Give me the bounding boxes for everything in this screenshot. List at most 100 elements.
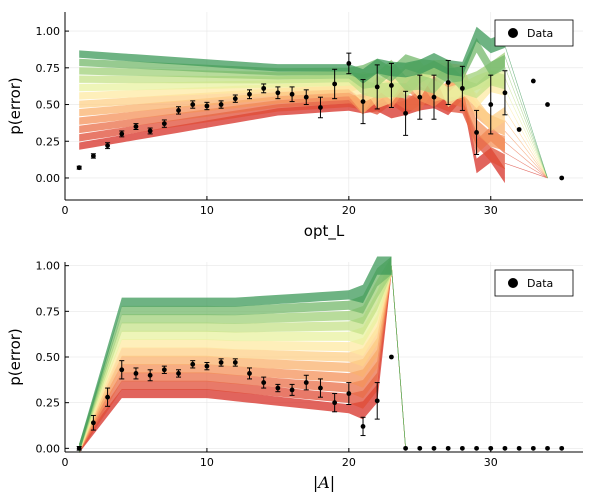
data-point bbox=[303, 94, 309, 100]
data-point bbox=[289, 387, 295, 393]
data-point bbox=[204, 363, 210, 369]
data-point bbox=[318, 105, 323, 110]
data-point bbox=[76, 165, 82, 171]
data-point bbox=[374, 84, 380, 90]
x-tick-label: 10 bbox=[200, 456, 214, 469]
data-point bbox=[403, 445, 409, 451]
data-point bbox=[105, 143, 110, 149]
x-tick-label: 10 bbox=[200, 204, 214, 217]
data-point bbox=[445, 445, 451, 451]
data-point bbox=[431, 94, 437, 100]
data-point bbox=[488, 102, 494, 107]
data-point bbox=[275, 90, 281, 96]
x-tick-label: 0 bbox=[62, 204, 69, 217]
data-series bbox=[76, 354, 565, 451]
y-tick-label: 1.00 bbox=[36, 260, 61, 273]
data-point bbox=[332, 400, 338, 406]
trailing-line bbox=[504, 141, 548, 179]
data-point bbox=[346, 61, 352, 66]
x-axis-label: opt_L bbox=[304, 222, 345, 241]
data-point bbox=[488, 445, 494, 451]
data-point bbox=[445, 80, 451, 85]
trailing-line bbox=[504, 88, 548, 179]
data-point bbox=[204, 103, 210, 109]
data-point bbox=[559, 175, 565, 181]
y-tick-label: 0.75 bbox=[36, 305, 61, 318]
trailing-line bbox=[504, 152, 548, 179]
data-point bbox=[431, 445, 437, 451]
y-tick-label: 0.50 bbox=[36, 99, 61, 112]
data-point bbox=[119, 131, 125, 137]
trailing-line bbox=[391, 265, 406, 449]
data-point bbox=[389, 83, 394, 88]
trailing-line bbox=[504, 99, 548, 179]
data-point bbox=[218, 360, 224, 365]
data-point bbox=[218, 102, 224, 107]
data-point bbox=[247, 371, 252, 376]
data-point bbox=[459, 85, 465, 91]
data-point bbox=[133, 371, 139, 376]
x-tick-label: 30 bbox=[484, 456, 498, 469]
data-point bbox=[303, 380, 309, 385]
y-tick-label: 0.75 bbox=[36, 62, 61, 75]
prediction-band-6 bbox=[79, 256, 392, 453]
y-tick-label: 0.50 bbox=[36, 351, 61, 364]
data-series bbox=[76, 52, 565, 181]
legend: Data bbox=[494, 269, 574, 297]
y-axis-label: p(error) bbox=[6, 328, 24, 386]
data-point bbox=[530, 78, 536, 84]
data-point bbox=[90, 420, 96, 426]
data-point bbox=[417, 94, 423, 100]
data-point bbox=[559, 445, 565, 451]
data-point bbox=[332, 81, 338, 87]
data-point bbox=[190, 102, 196, 107]
data-point bbox=[261, 85, 267, 91]
data-point bbox=[289, 91, 295, 97]
trailing-line bbox=[504, 67, 548, 179]
data-point bbox=[474, 130, 479, 135]
data-point bbox=[232, 96, 238, 102]
panel-2: 0 10 20 30 0.00 0.25 0.50 0.75 1.00 |A| p(error) Da… bbox=[6, 256, 583, 492]
data-point bbox=[502, 90, 508, 96]
data-point bbox=[261, 380, 267, 385]
data-point bbox=[119, 367, 125, 373]
y-tick-label: 1.00 bbox=[36, 25, 61, 38]
data-point bbox=[176, 108, 181, 113]
trailing-lines bbox=[391, 265, 406, 449]
data-point bbox=[318, 385, 323, 391]
prediction-band-1 bbox=[79, 256, 392, 453]
trailing-line bbox=[504, 162, 548, 179]
prediction-band-11 bbox=[79, 256, 392, 453]
data-point bbox=[502, 445, 508, 451]
data-point bbox=[147, 128, 153, 134]
x-tick-label: 20 bbox=[342, 204, 356, 217]
data-point bbox=[247, 91, 252, 97]
legend: Data bbox=[494, 19, 574, 47]
prediction-band-12 bbox=[79, 26, 505, 84]
x-tick-label: 30 bbox=[484, 204, 498, 217]
data-point bbox=[232, 360, 238, 365]
data-point bbox=[275, 385, 281, 391]
x-tick-label: 0 bbox=[62, 456, 69, 469]
x-tick-label: 20 bbox=[342, 456, 356, 469]
data-point bbox=[516, 127, 522, 132]
data-point bbox=[105, 394, 110, 400]
panel-1: 0 10 20 30 0.00 0.25 0.50 0.75 1.00 opt_L p(error)… bbox=[6, 12, 583, 241]
trailing-line bbox=[504, 56, 548, 179]
data-point bbox=[516, 445, 522, 451]
data-point bbox=[474, 445, 479, 451]
legend-marker bbox=[508, 28, 518, 38]
legend-label: Data bbox=[527, 277, 553, 290]
data-point bbox=[346, 391, 352, 396]
y-tick-label: 0.00 bbox=[36, 172, 61, 185]
data-point bbox=[76, 445, 82, 451]
y-tick-label: 0.00 bbox=[36, 442, 61, 455]
data-point bbox=[403, 110, 409, 116]
data-point bbox=[417, 445, 423, 451]
data-point bbox=[374, 398, 380, 404]
data-point bbox=[147, 372, 153, 378]
prediction-bands bbox=[79, 256, 392, 453]
data-point bbox=[90, 153, 96, 159]
trailing-lines bbox=[504, 45, 548, 179]
legend-label: Data bbox=[527, 27, 553, 40]
